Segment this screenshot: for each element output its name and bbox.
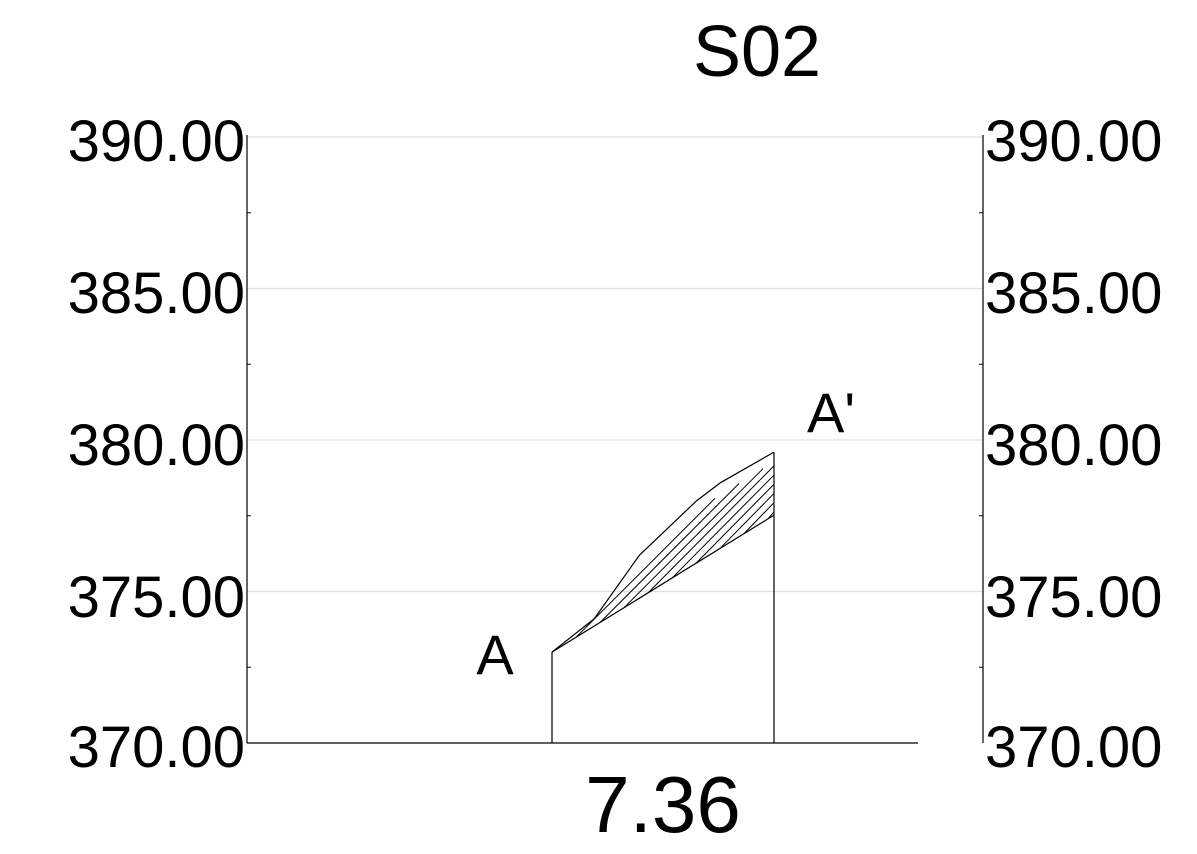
section-title: S02 — [693, 12, 821, 92]
hatch-line — [623, 468, 764, 609]
point-a-prime-label: A' — [807, 381, 855, 444]
right-tick-label: 370.00 — [985, 715, 1162, 780]
hatch-line — [671, 474, 775, 579]
right-tick-label: 375.00 — [985, 565, 1162, 630]
left-tick-label: 370.00 — [68, 715, 245, 780]
left-tick-label: 380.00 — [68, 413, 245, 478]
ground-profile-line — [551, 451, 775, 653]
hatch-line — [743, 502, 775, 534]
right-tick-label: 380.00 — [985, 413, 1162, 478]
grid-lines — [247, 136, 983, 593]
right-tick-label: 385.00 — [985, 261, 1162, 326]
point-a-label: A — [476, 623, 514, 686]
left-tick-label: 390.00 — [68, 109, 245, 174]
hatch-line — [575, 497, 716, 638]
left-tick-labels: 390.00 385.00 380.00 375.00 370.00 — [68, 109, 245, 780]
right-tick-label: 390.00 — [985, 109, 1162, 174]
hatch-line — [719, 493, 775, 549]
hatch-lower-boundary — [551, 514, 775, 653]
hatch-line — [647, 465, 775, 594]
ground-profile — [551, 451, 775, 743]
section-length-label: 7.36 — [585, 760, 741, 849]
left-tick-label: 375.00 — [68, 565, 245, 630]
axis-ticks — [247, 212, 983, 668]
left-tick-label: 385.00 — [68, 261, 245, 326]
hatched-area — [575, 465, 775, 638]
hatch-line — [695, 483, 775, 564]
right-tick-labels: 390.00 385.00 380.00 375.00 370.00 — [985, 109, 1162, 780]
hatch-line — [599, 483, 740, 623]
